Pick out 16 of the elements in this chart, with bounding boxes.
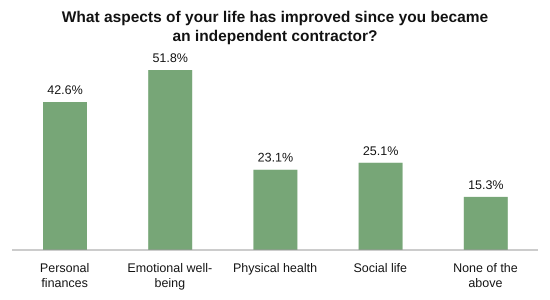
data-label: 25.1% bbox=[362, 144, 398, 158]
x-tick-label: Physical health bbox=[232, 261, 318, 275]
bar bbox=[43, 102, 87, 250]
data-label: 15.3% bbox=[468, 178, 504, 192]
bar bbox=[358, 162, 403, 250]
x-tick-label: None of the above bbox=[453, 261, 518, 290]
bar bbox=[464, 196, 508, 250]
chart-title: What aspects of your life has improved since you became an independent contractor? bbox=[60, 8, 490, 46]
data-label: 51.8% bbox=[152, 51, 188, 65]
bar bbox=[148, 70, 192, 250]
data-label: 42.6% bbox=[47, 82, 83, 97]
x-tick-label: Social life bbox=[353, 261, 407, 275]
x-tick-label: Personal finances bbox=[40, 261, 90, 290]
data-label: 23.1% bbox=[258, 150, 294, 165]
x-tick-label: Emotional well-being bbox=[127, 261, 212, 290]
bar bbox=[253, 170, 298, 250]
